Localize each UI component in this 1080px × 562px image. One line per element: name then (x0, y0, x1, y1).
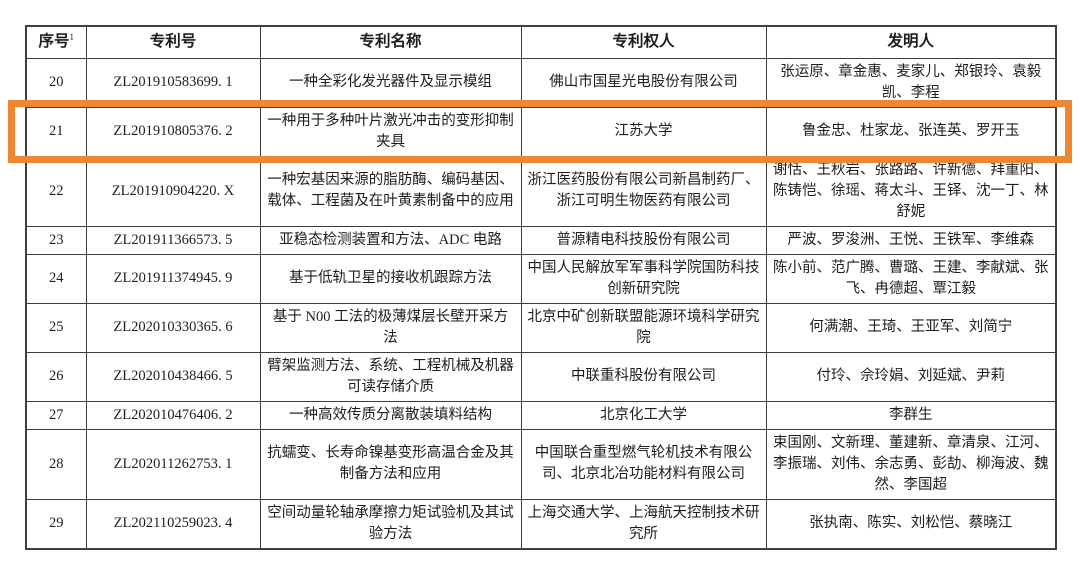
serial-cell: 21 (25, 106, 87, 157)
inventors-cell: 严波、罗浚洲、王悦、王铁军、李维森 (765, 225, 1057, 255)
column-header-4: 发明人 (765, 25, 1057, 59)
header-footnote-marker: 1 (69, 32, 75, 42)
table-row: 28 ZL202011262753. 1 抗蠕变、长寿命镍基变形高温合金及其制备方法… (25, 428, 1057, 500)
inventors-cell: 鲁金忠、杜家龙、张连英、罗开玉 (765, 106, 1057, 157)
patent-title-cell: 抗蠕变、长寿命镍基变形高温合金及其制备方法和应用 (259, 428, 522, 500)
serial-cell: 22 (25, 155, 87, 227)
table-row: 21 ZL201910805376. 2 一种用于多种叶片激光冲击的变形抑制夹具 江苏… (25, 106, 1057, 157)
patent-title-cell: 一种高效传质分离散装填料结构 (259, 400, 522, 430)
column-header-0: 序号1 (25, 25, 87, 59)
table-row: 26 ZL202010438466. 5 臂架监测方法、系统、工程机械及机器可读存储… (25, 351, 1057, 402)
serial-cell: 27 (25, 400, 87, 430)
patent-title-cell: 臂架监测方法、系统、工程机械及机器可读存储介质 (259, 351, 522, 402)
table-row: 27 ZL202010476406. 2 一种高效传质分离散装填料结构 北京化工大学李… (25, 400, 1057, 430)
column-header-3: 专利权人 (520, 25, 767, 59)
patent-number-cell: ZL201911366573. 5 (85, 225, 261, 255)
patent-title-cell: 一种全彩化发光器件及显示模组 (259, 57, 522, 108)
assignee-cell: 中国联合重型燃气轮机技术有限公司、北京北冶功能材料有限公司 (520, 428, 767, 500)
patent-title-cell: 空间动量轮轴承摩擦力矩试验机及其试验方法 (259, 498, 522, 550)
table-row: 29 ZL202110259023. 4 空间动量轮轴承摩擦力矩试验机及其试验方法上… (25, 498, 1057, 550)
patent-number-cell: ZL201910583699. 1 (85, 57, 261, 108)
inventors-cell: 张运原、章金惠、麦家儿、郑银玲、袁毅凯、李程 (765, 57, 1057, 108)
table-row: 25 ZL202010330365. 6 基于 N00 工法的极薄煤层长壁开采方法北… (25, 302, 1057, 353)
inventors-cell: 谢恬、王秋岩、张路路、许新德、拜重阳、陈铸恺、徐瑶、蒋太斗、王铎、沈一丁、林舒妮 (765, 155, 1057, 227)
serial-cell: 20 (25, 57, 87, 108)
assignee-cell: 浙江医药股份有限公司新昌制药厂、浙江可明生物医药有限公司 (520, 155, 767, 227)
table-row: 23 ZL201911366573. 5 亚稳态检测装置和方法、ADC 电路 普源精电… (25, 225, 1057, 255)
patent-title-cell: 亚稳态检测装置和方法、ADC 电路 (259, 225, 522, 255)
header-row: 序号1 专利号 专利名称 专利权人 发明人 (25, 25, 1057, 59)
patent-number-cell: ZL202010476406. 2 (85, 400, 261, 430)
table-row: 20 ZL201910583699. 1 一种全彩化发光器件及显示模组 佛山市国星光电… (25, 57, 1057, 108)
patent-number-cell: ZL202110259023. 4 (85, 498, 261, 550)
assignee-cell: 中联重科股份有限公司 (520, 351, 767, 402)
inventors-cell: 李群生 (765, 400, 1057, 430)
column-header-2: 专利名称 (259, 25, 522, 59)
assignee-cell: 北京化工大学 (520, 400, 767, 430)
table-body: 20 ZL201910583699. 1 一种全彩化发光器件及显示模组 佛山市国星光电… (25, 57, 1057, 550)
serial-cell: 25 (25, 302, 87, 353)
patent-number-cell: ZL202011262753. 1 (85, 428, 261, 500)
serial-cell: 29 (25, 498, 87, 550)
inventors-cell: 何满潮、王琦、王亚军、刘简宁 (765, 302, 1057, 353)
table-row: 24 ZL201911374945. 9 基于低轨卫星的接收机跟踪方法 中国人民解放军… (25, 253, 1057, 304)
column-header-1: 专利号 (85, 25, 261, 59)
serial-cell: 28 (25, 428, 87, 500)
patent-table: 序号1 专利号 专利名称 专利权人 发明人 20 ZL201910583699. 1 一种全… (25, 25, 1057, 550)
assignee-cell: 中国人民解放军军事科学院国防科技创新研究院 (520, 253, 767, 304)
patent-number-cell: ZL201910805376. 2 (85, 106, 261, 157)
patent-number-cell: ZL201911374945. 9 (85, 253, 261, 304)
patent-number-cell: ZL202010438466. 5 (85, 351, 261, 402)
patent-title-cell: 基于 N00 工法的极薄煤层长壁开采方法 (259, 302, 522, 353)
assignee-cell: 江苏大学 (520, 106, 767, 157)
assignee-cell: 上海交通大学、上海航天控制技术研究所 (520, 498, 767, 550)
patent-number-cell: ZL202010330365. 6 (85, 302, 261, 353)
inventors-cell: 付玲、佘玲娟、刘延斌、尹莉 (765, 351, 1057, 402)
patent-title-cell: 一种用于多种叶片激光冲击的变形抑制夹具 (259, 106, 522, 157)
serial-cell: 23 (25, 225, 87, 255)
table-row: 22 ZL201910904220. X 一种宏基因来源的脂肪酶、编码基因、载体、工… (25, 155, 1057, 227)
serial-cell: 24 (25, 253, 87, 304)
assignee-cell: 普源精电科技股份有限公司 (520, 225, 767, 255)
inventors-cell: 张执南、陈实、刘松恺、蔡晓江 (765, 498, 1057, 550)
serial-cell: 26 (25, 351, 87, 402)
assignee-cell: 北京中矿创新联盟能源环境科学研究院 (520, 302, 767, 353)
patent-title-cell: 基于低轨卫星的接收机跟踪方法 (259, 253, 522, 304)
inventors-cell: 束国刚、文新理、董建新、章清泉、江河、李振瑞、刘伟、余志勇、彭劼、柳海波、魏然、… (765, 428, 1057, 500)
inventors-cell: 陈小前、范广腾、曹璐、王建、李献斌、张飞、冉德超、覃江毅 (765, 253, 1057, 304)
patent-title-cell: 一种宏基因来源的脂肪酶、编码基因、载体、工程菌及在叶黄素制备中的应用 (259, 155, 522, 227)
assignee-cell: 佛山市国星光电股份有限公司 (520, 57, 767, 108)
patent-number-cell: ZL201910904220. X (85, 155, 261, 227)
